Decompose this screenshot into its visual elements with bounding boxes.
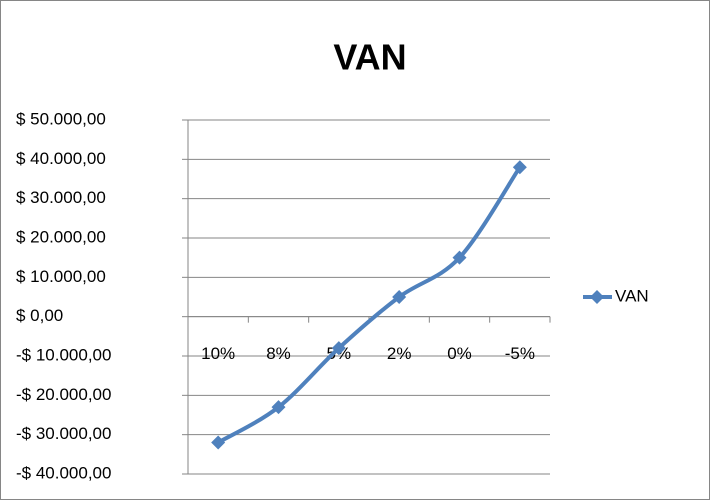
y-tick-label: -$ 10.000,00 bbox=[16, 345, 111, 364]
y-tick-label: $ 40.000,00 bbox=[16, 149, 106, 168]
marker bbox=[331, 341, 346, 356]
legend-label: VAN bbox=[615, 286, 649, 305]
marker bbox=[271, 400, 286, 415]
marker bbox=[211, 435, 226, 450]
legend-marker bbox=[590, 290, 604, 304]
marker bbox=[392, 290, 407, 304]
y-tick-label: -$ 20.000,00 bbox=[16, 385, 111, 404]
x-tick-label: -5% bbox=[505, 344, 535, 363]
marker bbox=[452, 250, 467, 265]
x-tick-label: 10% bbox=[201, 344, 235, 363]
y-tick-label: $ 10.000,00 bbox=[16, 267, 106, 286]
y-tick-label: -$ 30.000,00 bbox=[16, 424, 111, 443]
x-tick-label: 0% bbox=[447, 344, 472, 363]
marker bbox=[512, 160, 527, 175]
y-tick-label: -$ 40.000,00 bbox=[16, 463, 111, 482]
y-tick-label: $ 50.000,00 bbox=[16, 109, 106, 128]
y-tick-label: $ 20.000,00 bbox=[16, 227, 106, 246]
chart-title: VAN bbox=[333, 37, 406, 78]
x-tick-label: 8% bbox=[266, 344, 291, 363]
y-tick-label: $ 0,00 bbox=[16, 306, 63, 325]
y-tick-label: $ 30.000,00 bbox=[16, 188, 106, 207]
x-tick-label: 2% bbox=[387, 344, 412, 363]
